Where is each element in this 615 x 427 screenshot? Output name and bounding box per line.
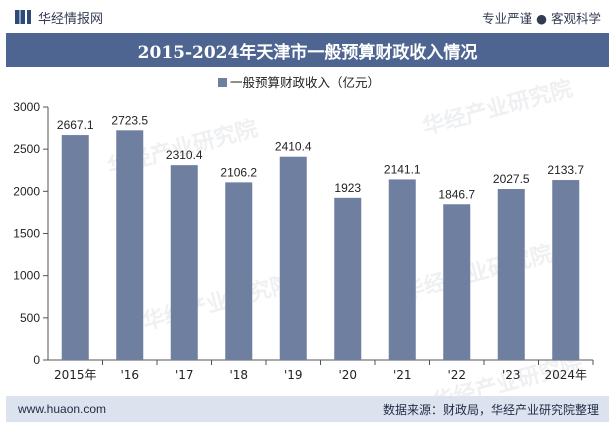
bar-value-label: 1846.7 [438,187,475,201]
bar-value-label: 2027.5 [493,172,530,186]
footer-bar: www.huaon.com 数据来源：财政局，华经产业研究院整理 [6,396,609,422]
bar [443,204,471,360]
legend-swatch [218,78,227,87]
legend-label: 一般预算财政收入（亿元） [230,75,380,90]
chart-title: 2015-2024年天津市一般预算财政收入情况 [137,42,478,63]
value-labels: 2667.1 2723.5 2310.4 2106.2 2410.4 1923 2141.1… [57,113,585,201]
x-tick-label: 2024年 [544,368,587,382]
bar [61,135,89,360]
x-tick-label: '21 [393,368,412,382]
bar-value-label: 2723.5 [111,113,148,127]
x-tick-label: '16 [120,368,139,382]
bar-value-label: 2133.7 [547,163,584,177]
header-bar: 华经情报网 专业严谨 ● 客观科学 [0,0,615,32]
bar [225,182,253,360]
footer-website: www.huaon.com [18,402,107,416]
bar [279,156,307,360]
x-axis-labels: 2015年 '16 '17 '18 '19 '20 '21 '22 '23 2024年 [54,360,594,382]
y-tick-label: 0 [33,353,40,367]
bar-value-label: 2310.4 [166,148,203,162]
bar [334,197,362,360]
x-tick-label: '22 [447,368,466,382]
bar [388,179,416,360]
bar [497,189,525,360]
bar-value-label: 2667.1 [57,118,94,132]
y-tick-label: 3000 [13,100,40,114]
footer-source: 数据来源：财政局，华经产业研究院整理 [382,403,599,417]
title-bar: 2015-2024年天津市一般预算财政收入情况 [6,33,609,67]
x-tick-label: '18 [229,368,248,382]
bar [116,130,144,360]
x-tick-label: '23 [502,368,521,382]
brand-tagline: 专业严谨 ● 客观科学 [482,11,601,26]
bar [170,165,198,360]
y-tick-label: 2500 [13,142,40,156]
bar-value-label: 2141.1 [384,162,421,176]
y-tick-label: 1000 [13,269,40,283]
bar-value-label: 2410.4 [275,140,312,154]
x-tick-label: '20 [338,368,357,382]
x-tick-label: '19 [284,368,303,382]
y-tick-label: 500 [20,311,40,325]
bar-value-label: 1923 [334,181,361,195]
x-tick-label: '17 [175,368,194,382]
chart-legend: 一般预算财政收入（亿元） [218,75,380,90]
bar-chart: 一般预算财政收入（亿元） 0 500 1000 1500 2000 2500 3000 26… [13,75,594,382]
bar [552,180,580,360]
brand-logo-icon [15,10,31,24]
x-tick-label: 2015年 [54,368,97,382]
y-axis-ticks: 0 500 1000 1500 2000 2500 3000 [13,100,48,367]
bar-series [61,130,580,360]
y-tick-label: 1500 [13,227,40,241]
bar-value-label: 2106.2 [220,165,257,179]
y-tick-label: 2000 [13,184,40,198]
brand-name: 华经情报网 [38,12,104,27]
